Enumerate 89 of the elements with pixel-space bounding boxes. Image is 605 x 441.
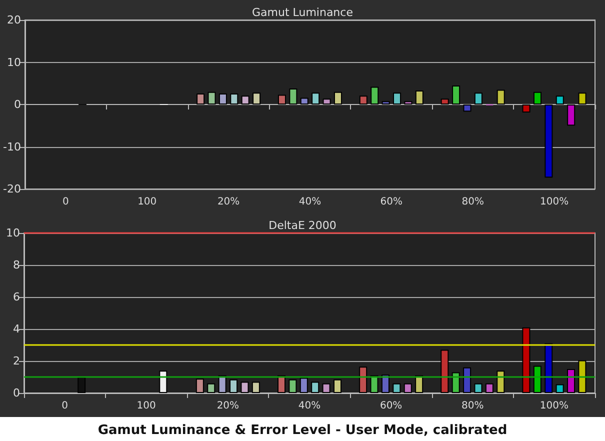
bar [556, 384, 564, 393]
bar [415, 375, 424, 393]
bar [300, 378, 308, 393]
bar [404, 383, 412, 393]
x-tick-label: 100 [136, 400, 156, 412]
bar [196, 378, 204, 393]
bar [392, 383, 401, 393]
x-tick-label: 0 [62, 196, 69, 208]
bar [230, 94, 238, 104]
bar [241, 96, 250, 104]
x-tick-label: 20% [216, 400, 240, 412]
bar [252, 92, 261, 104]
y-tick-label: 6 [13, 290, 20, 304]
bar [159, 370, 168, 393]
bar [485, 383, 494, 393]
y-tick-label: 10 [6, 226, 20, 240]
x-tick-label: 40% [298, 196, 322, 208]
bar [370, 375, 378, 393]
bar [544, 343, 553, 393]
chart-title: Gamut Luminance [252, 6, 354, 19]
bar [544, 104, 553, 178]
x-tick-label: 100% [540, 400, 569, 412]
bar [452, 372, 460, 393]
bar [230, 379, 238, 393]
bar [289, 88, 298, 104]
bar [78, 377, 86, 393]
bar [496, 370, 505, 393]
x-tick-label: 40% [298, 400, 321, 412]
text: Gamut Luminance & Error Level - User Mode, calibrated [98, 423, 508, 438]
x-tick-label: 100% [540, 196, 569, 208]
bar [382, 101, 390, 104]
bar [567, 369, 576, 393]
bar [440, 98, 449, 104]
bar [522, 104, 530, 113]
y-tick-label: -10 [3, 140, 21, 154]
bar [300, 98, 308, 104]
y-tick-label: 20 [6, 14, 21, 26]
bar [312, 92, 320, 104]
bar [252, 382, 260, 393]
bar [334, 92, 342, 104]
bar [334, 379, 342, 393]
x-tick-label: 60% [380, 196, 403, 208]
bar [578, 92, 586, 104]
bar [218, 94, 227, 104]
bar [208, 92, 216, 104]
bar [393, 92, 402, 104]
x-tick-label: 80% [462, 196, 484, 208]
x-tick-label: 80% [462, 400, 484, 412]
bar [567, 104, 576, 126]
bar [474, 383, 482, 393]
bar [381, 374, 390, 393]
y-tick-label: 8 [13, 258, 20, 272]
bar [370, 86, 379, 104]
bar [240, 382, 249, 393]
x-tick-label: 100 [138, 196, 157, 208]
y-tick-label: 4 [13, 322, 20, 336]
bar [522, 327, 530, 393]
bar [556, 96, 564, 104]
y-tick-label: 10 [6, 56, 21, 69]
bar [278, 375, 286, 393]
bar [218, 375, 226, 393]
bar [278, 94, 286, 104]
x-tick-label: 60% [380, 400, 402, 412]
bar [533, 366, 542, 393]
x-tick-label: 20% [217, 196, 240, 208]
y-tick-label: -20 [3, 182, 21, 196]
y-tick-label: 0 [13, 386, 20, 400]
bar [359, 96, 368, 104]
bar [496, 90, 505, 104]
bar [322, 98, 331, 104]
bar [463, 104, 472, 112]
bar [440, 350, 449, 393]
bar [452, 85, 460, 104]
y-tick-label: 0 [14, 98, 21, 111]
bar [322, 383, 330, 393]
x-tick-label: 0 [62, 400, 68, 412]
bar [311, 382, 320, 393]
bar [404, 101, 412, 104]
bar [474, 92, 482, 104]
bar [288, 379, 297, 393]
bar [463, 367, 472, 393]
bar [207, 383, 216, 393]
bar [533, 92, 542, 104]
bar [359, 366, 368, 393]
bar [415, 90, 424, 104]
bar [196, 94, 205, 104]
y-tick-label: 2 [13, 354, 20, 368]
bar [578, 360, 586, 393]
chart-title: DeltaE 2000 [268, 219, 336, 232]
